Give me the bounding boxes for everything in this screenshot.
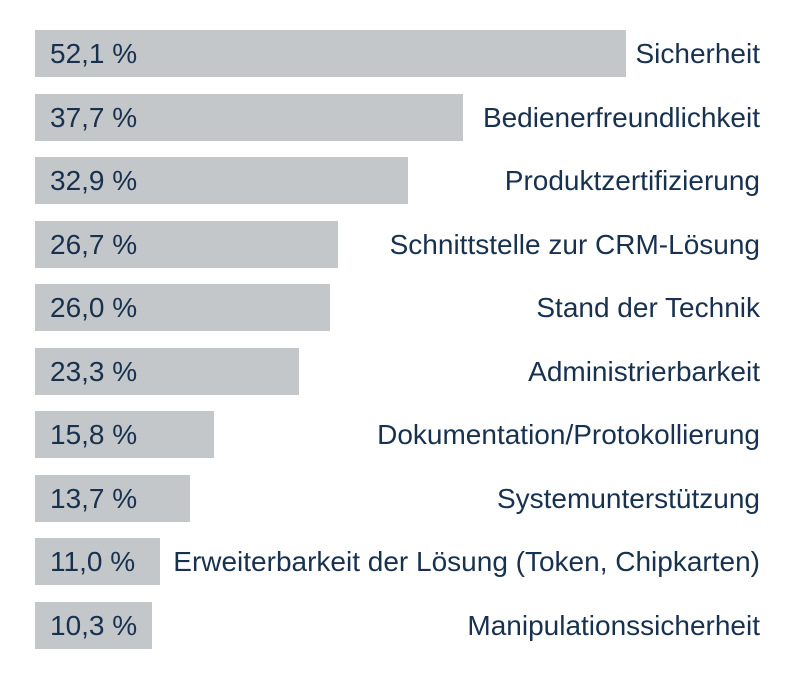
category-label: Produktzertifizierung <box>504 165 760 196</box>
bar: 23,3 % <box>35 347 300 395</box>
bar-value-label: 37,7 % <box>50 101 138 133</box>
bar-row: 52,1 % Sicherheit <box>35 30 760 77</box>
bar-value-label: 32,9 % <box>50 165 138 196</box>
category-label: Sicherheit <box>635 38 760 69</box>
category-label: Schnittstelle zur CRM-Lösung <box>389 228 760 260</box>
bar-value-label: 26,7 % <box>50 228 138 260</box>
category-label: Bedienerfreundlichkeit <box>482 101 760 133</box>
bar-chart: 52,1 % Sicherheit 37,7 % Bedienerfreundlich… <box>35 30 760 665</box>
bar-value-label: 23,3 % <box>50 355 138 387</box>
bar: 32,9 % <box>35 157 409 204</box>
bar: 26,0 % <box>35 284 330 331</box>
category-label: Erweiterbarkeit der Lösung (Token, Chipk… <box>173 546 760 577</box>
bar: 11,0 % <box>35 538 160 585</box>
bar-row: 15,8 % Dokumentation/Protokollierung <box>35 411 760 458</box>
bar: 37,7 % <box>35 93 463 141</box>
bar-row: 11,0 % Erweiterbarkeit der Lösung (Token,… <box>35 538 760 585</box>
bar-row: 23,3 % Administrierbarkeit <box>35 347 760 395</box>
bar-value-label: 26,0 % <box>50 292 138 323</box>
bar: 15,8 % <box>35 411 215 458</box>
bar-row: 10,3 % Manipulationssicherheit <box>35 601 760 649</box>
bar: 52,1 % <box>35 30 626 77</box>
category-label: Administrierbarkeit <box>528 355 760 387</box>
bar-row: 26,0 % Stand der Technik <box>35 284 760 331</box>
category-label: Stand der Technik <box>536 292 760 323</box>
bar-value-label: 10,3 % <box>50 609 138 641</box>
category-label: Manipulationssicherheit <box>467 609 760 641</box>
bar-row: 13,7 % Systemunterstützung <box>35 474 760 522</box>
bar-row: 32,9 % Produktzertifizierung <box>35 157 760 204</box>
bar-value-label: 52,1 % <box>50 38 138 69</box>
bar: 13,7 % <box>35 474 191 522</box>
bar-value-label: 15,8 % <box>50 419 138 450</box>
bar-value-label: 13,7 % <box>50 482 138 514</box>
category-label: Systemunterstützung <box>496 482 760 514</box>
bar-row: 26,7 % Schnittstelle zur CRM-Lösung <box>35 220 760 268</box>
bar: 26,7 % <box>35 220 338 268</box>
bar: 10,3 % <box>35 601 152 649</box>
category-label: Dokumentation/Protokollierung <box>377 419 760 450</box>
bar-row: 37,7 % Bedienerfreundlichkeit <box>35 93 760 141</box>
bar-value-label: 11,0 % <box>50 546 136 577</box>
